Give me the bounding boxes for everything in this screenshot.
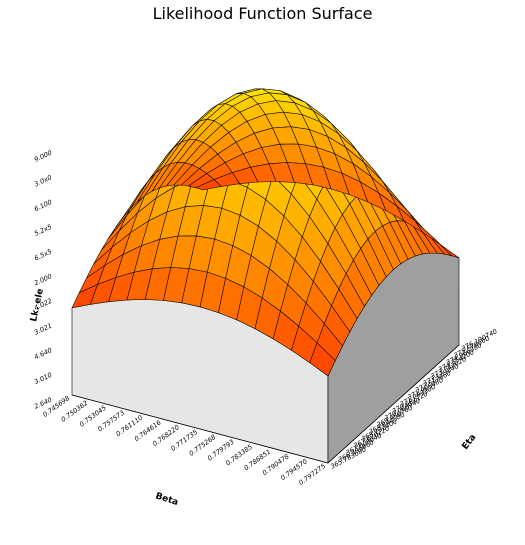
surface-mesh xyxy=(71,88,460,377)
z-tick-label: 9.000 xyxy=(33,149,53,164)
x-axis-title: Beta xyxy=(154,491,179,508)
z-tick-label: 6.100 xyxy=(33,198,53,213)
z-tick-label: 6.5x5 xyxy=(33,247,53,262)
chart-title: Likelihood Function Surface xyxy=(152,4,373,23)
axis-lines xyxy=(71,344,460,464)
z-tick-label: 5.2x5 xyxy=(33,223,53,238)
z-tick-label: 3.021 xyxy=(33,322,53,337)
eta-axis-line xyxy=(327,344,460,464)
z-tick-label: 2.000 xyxy=(33,272,53,287)
z-tick-label: 3.010 xyxy=(33,371,53,386)
surface-cell xyxy=(194,179,222,191)
z-tick-label: 3.0x0 xyxy=(33,173,53,188)
beta-axis-line xyxy=(71,394,329,464)
z-tick-label: 4.640 xyxy=(33,346,53,361)
y-axis-title: Eta xyxy=(460,433,478,452)
